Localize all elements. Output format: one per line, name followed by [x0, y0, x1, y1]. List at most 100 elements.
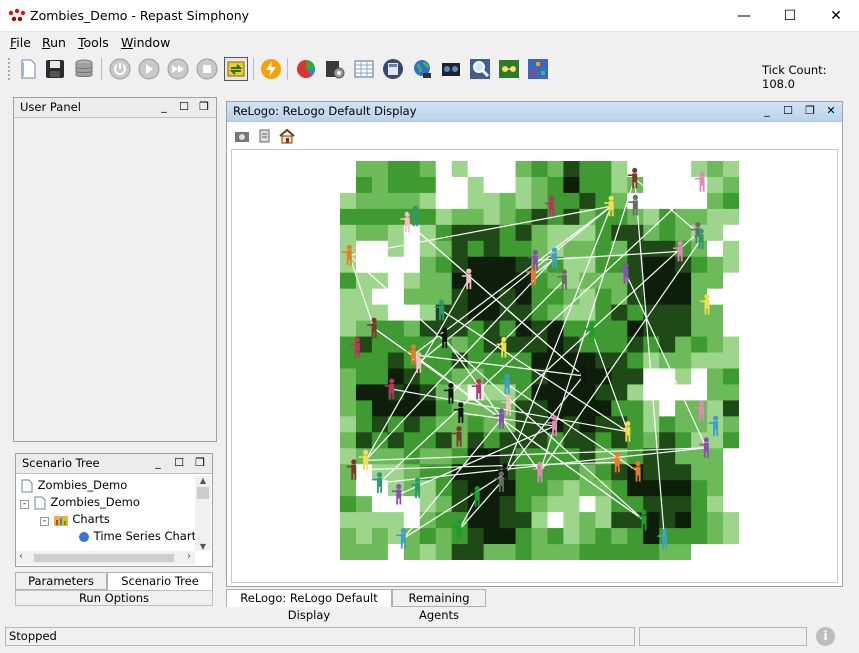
agent-icon[interactable] — [576, 365, 586, 386]
agent-icon[interactable] — [500, 373, 510, 395]
agent-icon[interactable] — [358, 449, 369, 471]
tab-parameters[interactable]: Parameters — [15, 572, 107, 590]
scroll-thumb[interactable] — [34, 554, 174, 562]
agent-icon[interactable] — [391, 483, 402, 505]
agent-icon[interactable] — [604, 195, 614, 217]
save-button[interactable] — [43, 57, 67, 81]
agent-icon[interactable] — [452, 426, 462, 447]
agent-icon[interactable] — [451, 519, 462, 541]
agent-icon[interactable] — [695, 171, 705, 192]
stop-run-button[interactable] — [195, 57, 219, 81]
agent-icon[interactable] — [342, 244, 352, 266]
agent-icon[interactable] — [694, 228, 704, 250]
maximize-panel-icon[interactable]: ☐ — [179, 100, 189, 113]
agent-icon[interactable] — [620, 421, 631, 442]
agent-icon[interactable] — [699, 437, 709, 458]
agent-icon[interactable] — [408, 205, 419, 227]
agent-icon[interactable] — [637, 509, 647, 531]
movie-button[interactable] — [439, 57, 463, 81]
agent-icon[interactable] — [557, 269, 568, 290]
agent-icon[interactable] — [437, 327, 448, 349]
maximize-panel-icon[interactable]: ☐ — [783, 104, 793, 117]
snapshot-button[interactable] — [233, 127, 251, 145]
reset-run-button[interactable] — [224, 57, 248, 81]
close-button[interactable]: ✕ — [830, 7, 842, 24]
network-button[interactable] — [497, 57, 521, 81]
minimize-panel-icon[interactable]: _ — [155, 456, 161, 469]
agent-icon[interactable] — [494, 471, 504, 492]
agent-icon[interactable] — [547, 415, 558, 437]
agent-icon[interactable] — [410, 477, 421, 499]
tree-horizontal-scrollbar[interactable]: ‹ › — [16, 551, 195, 565]
tab-run-options[interactable]: Run Options — [15, 590, 213, 606]
tree-node-root[interactable]: Zombies_Demo — [20, 478, 127, 493]
menu-file[interactable]: File — [10, 35, 31, 50]
calculator-button[interactable] — [381, 57, 405, 81]
settings-button[interactable] — [323, 57, 347, 81]
restore-panel-icon[interactable]: ❐ — [195, 456, 205, 469]
minimize-button[interactable]: — — [737, 7, 751, 24]
relogo-world[interactable] — [340, 161, 739, 560]
maximize-panel-icon[interactable]: ☐ — [174, 456, 184, 469]
agent-icon[interactable] — [547, 247, 558, 269]
tab-relogo-display[interactable]: ReLogo: ReLogo Default Display — [226, 589, 392, 622]
batch-run-button[interactable] — [259, 57, 283, 81]
agent-icon[interactable] — [384, 378, 395, 400]
agent-icon[interactable] — [396, 527, 406, 549]
collapse-icon[interactable]: - — [40, 517, 49, 526]
agent-icon[interactable] — [627, 167, 638, 189]
tab-scenario-tree[interactable]: Scenario Tree — [107, 572, 213, 590]
agent-icon[interactable] — [532, 461, 543, 483]
scroll-down-icon[interactable]: ▼ — [199, 542, 207, 551]
tree-vertical-scrollbar[interactable]: ▲ ▼ — [195, 476, 211, 551]
agent-icon[interactable] — [372, 472, 383, 493]
scroll-thumb[interactable] — [197, 487, 209, 499]
agents-button[interactable] — [526, 57, 550, 81]
initialize-button[interactable] — [108, 57, 132, 81]
agent-icon[interactable] — [501, 394, 512, 416]
agent-icon[interactable] — [346, 459, 357, 480]
home-button[interactable] — [278, 127, 296, 145]
agent-icon[interactable] — [367, 317, 377, 339]
chart-button[interactable] — [294, 57, 318, 81]
maximize-button[interactable]: ☐ — [783, 7, 797, 24]
agent-icon[interactable] — [657, 528, 668, 550]
minimize-panel-icon[interactable]: _ — [764, 104, 770, 117]
toolbar-grip[interactable] — [8, 58, 12, 80]
spreadsheet-button[interactable] — [352, 57, 376, 81]
menu-run[interactable]: Run — [42, 35, 66, 50]
agent-icon[interactable] — [610, 451, 620, 473]
restore-panel-icon[interactable]: ❐ — [805, 104, 815, 117]
search-button[interactable] — [468, 57, 492, 81]
restore-panel-icon[interactable]: ❐ — [199, 100, 209, 113]
info-icon[interactable]: i — [816, 627, 835, 646]
menu-window[interactable]: Window — [121, 35, 170, 50]
step-run-button[interactable] — [166, 57, 190, 81]
load-scenario-button[interactable] — [16, 57, 40, 81]
tree-node-charts[interactable]: - Charts — [40, 512, 110, 527]
agent-icon[interactable] — [461, 268, 472, 290]
start-run-button[interactable] — [137, 57, 161, 81]
scroll-right-icon[interactable]: › — [187, 551, 191, 562]
database-button[interactable] — [72, 57, 96, 81]
agent-icon[interactable] — [673, 240, 683, 262]
agent-icon[interactable] — [434, 299, 445, 321]
agent-icon[interactable] — [544, 196, 555, 217]
agent-icon[interactable] — [528, 249, 538, 271]
agent-icon[interactable] — [471, 378, 482, 400]
agent-icon[interactable] — [494, 408, 505, 429]
agent-icon[interactable] — [694, 400, 705, 422]
agent-icon[interactable] — [619, 263, 629, 284]
tab-remaining-agents[interactable]: Remaining Agents — [392, 589, 486, 622]
menu-tools[interactable]: Tools — [78, 35, 109, 50]
display-canvas-area[interactable] — [231, 149, 838, 583]
agent-icon[interactable] — [470, 486, 480, 507]
agent-icon[interactable] — [631, 460, 641, 482]
tree-node-time-series-chart[interactable]: Time Series Chart — [78, 529, 196, 543]
close-panel-icon[interactable]: ✕ — [826, 104, 836, 117]
scroll-left-icon[interactable]: ‹ — [19, 551, 23, 562]
agent-icon[interactable] — [496, 336, 507, 358]
agent-icon[interactable] — [584, 321, 595, 343]
agent-icon[interactable] — [406, 344, 417, 365]
agent-icon[interactable] — [700, 293, 710, 315]
